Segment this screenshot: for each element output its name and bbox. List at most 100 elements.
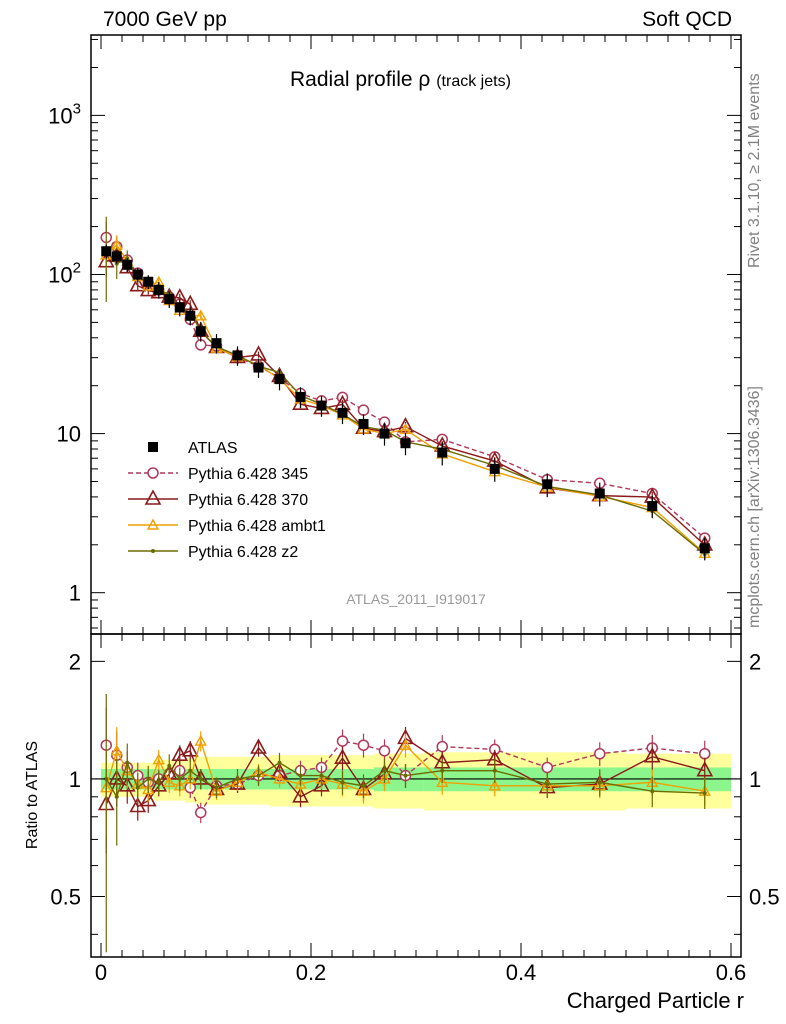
ratio-data-point (403, 773, 408, 778)
ratio-data-point (194, 734, 207, 746)
atlas-data-point (111, 251, 122, 262)
ratio-data-point (156, 780, 161, 785)
main-data-point (139, 280, 157, 297)
ratio-data-point (378, 745, 391, 757)
ratio-data-point (361, 783, 366, 788)
x-tick-label: 0.6 (716, 960, 747, 985)
atlas-data-point (316, 400, 327, 411)
ratio-data-point (256, 773, 261, 778)
ratio-data-point (334, 748, 351, 764)
ratio-data-point (292, 787, 309, 803)
ratio-data-point (163, 775, 176, 788)
atlas-data-point (211, 338, 222, 349)
y-tick-label: 102 (48, 259, 81, 287)
atlas-data-point (594, 488, 605, 499)
ratio-data-point (298, 773, 303, 778)
atlas-data-point (174, 302, 185, 313)
y-tick-label: 1 (69, 581, 81, 606)
ratio-data-point (545, 782, 550, 787)
atlas-data-point (379, 428, 390, 439)
y-tick-label: 10 (57, 422, 81, 447)
legend-entry: Pythia 6.428 345 (128, 466, 308, 483)
legend-marker (151, 549, 155, 553)
ratio-data-point (152, 753, 165, 765)
ratio-data-point (492, 768, 497, 773)
legend-marker (148, 442, 158, 452)
ratio-data-point (198, 776, 203, 781)
y-tick-label-exp: 3 (73, 100, 81, 117)
atlas-data-point (164, 294, 175, 305)
y-tick-label: 103 (48, 100, 81, 128)
atlas-data-point (101, 246, 112, 257)
ratio-series-line (105, 738, 705, 793)
main-plot-series (97, 216, 714, 561)
main-data-point (194, 309, 207, 321)
main-data-point (357, 404, 370, 416)
ratio-series-3 (104, 693, 707, 953)
ratio-tick-label-right: 1 (749, 767, 761, 792)
ratio-data-point (319, 773, 324, 778)
y-tick-label-base: 1 (69, 581, 81, 606)
atlas-data-point (122, 259, 133, 270)
watermark: ATLAS_2011_I919017 (346, 591, 486, 607)
ratio-data-point (177, 776, 182, 781)
atlas-data-point (699, 543, 710, 554)
atlas-data-point (143, 276, 154, 287)
ratio-data-point (643, 747, 661, 763)
ratio-data-point (235, 776, 240, 781)
atlas-data-point (232, 350, 243, 361)
ratio-tick-label-left: 1 (69, 767, 81, 792)
ratio-data-point (699, 748, 711, 760)
legend-entry: ATLAS (148, 440, 238, 457)
atlas-data-point (153, 284, 164, 295)
ratio-y-axis-label: Ratio to ATLAS (24, 741, 41, 849)
ratio-data-point (195, 806, 207, 819)
ratio-data-point (382, 768, 387, 773)
ratio-data-point (125, 760, 130, 765)
ratio-data-point (135, 785, 140, 790)
ratio-plot-series (97, 693, 714, 953)
ratio-data-point (696, 760, 714, 777)
atlas-data-point (337, 407, 348, 418)
plot-title-suffix: (track jets) (436, 73, 511, 90)
legend-label: Pythia 6.428 345 (188, 466, 308, 483)
ratio-data-point (541, 761, 553, 774)
ratio-data-point (436, 775, 449, 788)
legend-label: Pythia 6.428 370 (188, 492, 308, 509)
ratio-data-point (104, 776, 109, 781)
ratio-data-point (110, 744, 123, 756)
legend-entry: Pythia 6.428 370 (128, 489, 308, 509)
ratio-data-point (171, 745, 189, 762)
ratio-tick-label-left: 0.5 (50, 885, 81, 910)
ratio-data-point (702, 791, 707, 796)
ratio-data-point (294, 777, 307, 789)
ratio-data-point (273, 772, 286, 784)
plot-title-symbol: ρ (418, 68, 430, 91)
x-tick-label: 0.4 (506, 960, 537, 985)
atlas-data-point (253, 362, 264, 373)
ratio-data-point (336, 735, 349, 747)
legend-entry: Pythia 6.428 z2 (128, 544, 298, 561)
ratio-data-point (181, 741, 199, 757)
legend-marker (146, 518, 160, 530)
ratio-data-point (650, 789, 655, 794)
legend-entry: Pythia 6.428 ambt1 (128, 518, 326, 535)
x-axis-label: Charged Particle r (567, 988, 744, 1013)
ratio-data-point (340, 780, 345, 785)
ratio-tick-label-right: 2 (749, 649, 761, 674)
x-tick-label: 0 (95, 960, 107, 985)
legend-label: Pythia 6.428 ambt1 (188, 518, 326, 535)
ratio-data-point (399, 738, 412, 750)
header-right: Soft QCD (642, 8, 732, 31)
ratio-series-line (105, 737, 705, 808)
x-tick-label: 0.2 (296, 960, 327, 985)
atlas-data-point (489, 463, 500, 474)
main-series-line (105, 255, 706, 546)
header-left: 7000 GeV pp (103, 8, 227, 31)
ratio-data-point (488, 779, 501, 791)
legend-marker (144, 489, 162, 505)
atlas-data-point (358, 418, 369, 429)
atlas-data-point (295, 391, 306, 402)
ratio-data-point (594, 748, 606, 760)
